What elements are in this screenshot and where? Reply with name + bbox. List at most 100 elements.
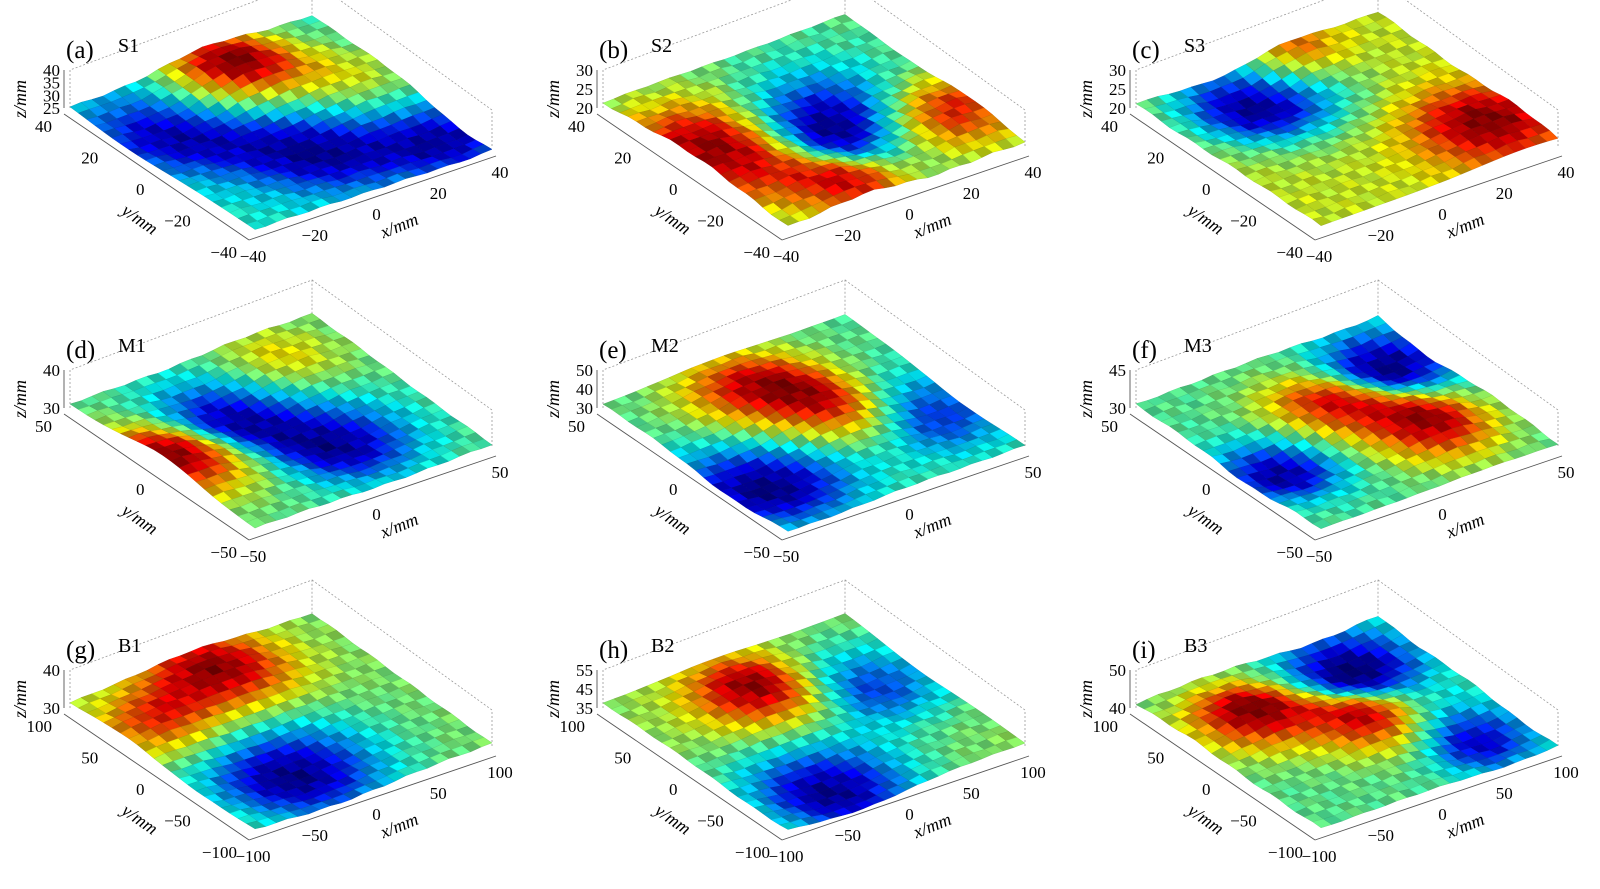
y-tick-label: −20 (164, 212, 191, 231)
y-tick-label: 0 (136, 480, 145, 499)
z-tick-label: 50 (576, 361, 593, 380)
z-tick-label: 40 (43, 361, 60, 380)
y-tick-label: 50 (35, 417, 52, 436)
x-tick-label: 0 (372, 505, 381, 524)
surface (602, 14, 1026, 226)
sample-label: S2 (651, 35, 672, 57)
sample-label: M1 (118, 335, 146, 357)
x-tick-label: 20 (1496, 184, 1513, 203)
y-tick-label: 0 (669, 780, 678, 799)
z-tick-label: 40 (1109, 699, 1126, 718)
x-tick-label: −20 (301, 226, 328, 245)
x-tick-label: −50 (773, 547, 800, 566)
z-tick-label: 45 (576, 680, 593, 699)
y-tick-label: −40 (743, 243, 770, 262)
x-tick-label: 40 (1558, 163, 1575, 182)
sample-label: M2 (651, 335, 679, 357)
x-axis-line (248, 155, 497, 241)
z-tick-label: 30 (43, 699, 60, 718)
x-tick-label: −50 (240, 547, 267, 566)
y-axis-label: y/mm (117, 199, 162, 239)
z-tick-label: 55 (576, 661, 593, 680)
x-axis-label: x/mm (910, 209, 955, 243)
panel-letter: (g) (66, 637, 95, 664)
y-tick-label: 50 (1147, 749, 1164, 768)
x-tick-label: 0 (1438, 205, 1447, 224)
y-tick-label: 50 (81, 749, 98, 768)
z-tick-label: 40 (43, 61, 60, 80)
z-tick-label: 25 (576, 80, 593, 99)
x-tick-label: 0 (372, 805, 381, 824)
z-axis-label: z/mm (1076, 380, 1096, 419)
x-tick-label: 20 (430, 184, 447, 203)
x-tick-label: −100 (235, 847, 270, 866)
panel-letter: (d) (66, 337, 95, 364)
z-tick-label: 25 (43, 99, 60, 118)
z-tick-label: 30 (576, 399, 593, 418)
y-tick-label: −40 (1276, 243, 1303, 262)
surface-cell (1005, 439, 1026, 449)
panel-letter: (h) (599, 637, 628, 664)
x-axis-label: x/mm (377, 209, 422, 243)
y-axis-label: y/mm (117, 799, 162, 839)
x-tick-label: 50 (430, 784, 447, 803)
y-tick-label: −50 (210, 543, 237, 562)
x-tick-label: 20 (963, 184, 980, 203)
z-tick-label: 40 (43, 661, 60, 680)
x-tick-label: −40 (240, 247, 267, 266)
x-axis-label: x/mm (377, 809, 422, 843)
sample-label: B2 (651, 635, 674, 657)
x-axis-label: x/mm (1443, 809, 1488, 843)
x-axis-label: x/mm (910, 809, 955, 843)
axes (596, 370, 1030, 541)
z-axis-label: z/mm (10, 680, 30, 719)
x-axis-label: x/mm (910, 509, 955, 543)
x-tick-label: 0 (905, 205, 914, 224)
x-tick-label: −20 (834, 226, 861, 245)
x-tick-label: −40 (1306, 247, 1333, 266)
y-tick-label: −50 (164, 812, 191, 831)
z-tick-label: 40 (576, 380, 593, 399)
x-tick-label: −20 (1367, 226, 1394, 245)
x-axis-line (248, 455, 497, 541)
y-axis-label: y/mm (1183, 199, 1228, 239)
y-tick-label: −100 (1268, 843, 1303, 862)
x-tick-label: 40 (492, 163, 509, 182)
z-axis-label: z/mm (10, 380, 30, 419)
x-tick-label: 100 (1553, 763, 1579, 782)
sample-label: B1 (118, 635, 141, 657)
z-axis-label: z/mm (10, 80, 30, 119)
z-tick-label: 30 (1109, 61, 1126, 80)
z-tick-label: 30 (576, 61, 593, 80)
y-tick-label: 20 (1147, 149, 1164, 168)
surface (1135, 11, 1559, 226)
y-tick-label: −40 (210, 243, 237, 262)
y-tick-label: 50 (614, 749, 631, 768)
y-tick-label: 50 (1101, 417, 1118, 436)
x-tick-label: −100 (768, 847, 803, 866)
surface-cell (472, 438, 493, 450)
x-tick-label: 0 (1438, 505, 1447, 524)
sample-label: S3 (1184, 35, 1205, 57)
sample-label: B3 (1184, 635, 1207, 657)
z-tick-label: 25 (1109, 80, 1126, 99)
y-tick-label: −50 (1276, 543, 1303, 562)
y-tick-label: 40 (568, 117, 585, 136)
y-tick-label: −100 (202, 843, 237, 862)
panel-letter: (e) (599, 337, 627, 364)
y-tick-label: 40 (35, 117, 52, 136)
x-tick-label: 0 (372, 205, 381, 224)
panel-letter: (i) (1132, 637, 1156, 664)
y-tick-label: 50 (568, 417, 585, 436)
x-tick-label: 40 (1025, 163, 1042, 182)
axes (63, 70, 497, 241)
x-axis-line (781, 455, 1030, 541)
x-tick-label: 0 (905, 805, 914, 824)
y-tick-label: 100 (27, 717, 53, 736)
